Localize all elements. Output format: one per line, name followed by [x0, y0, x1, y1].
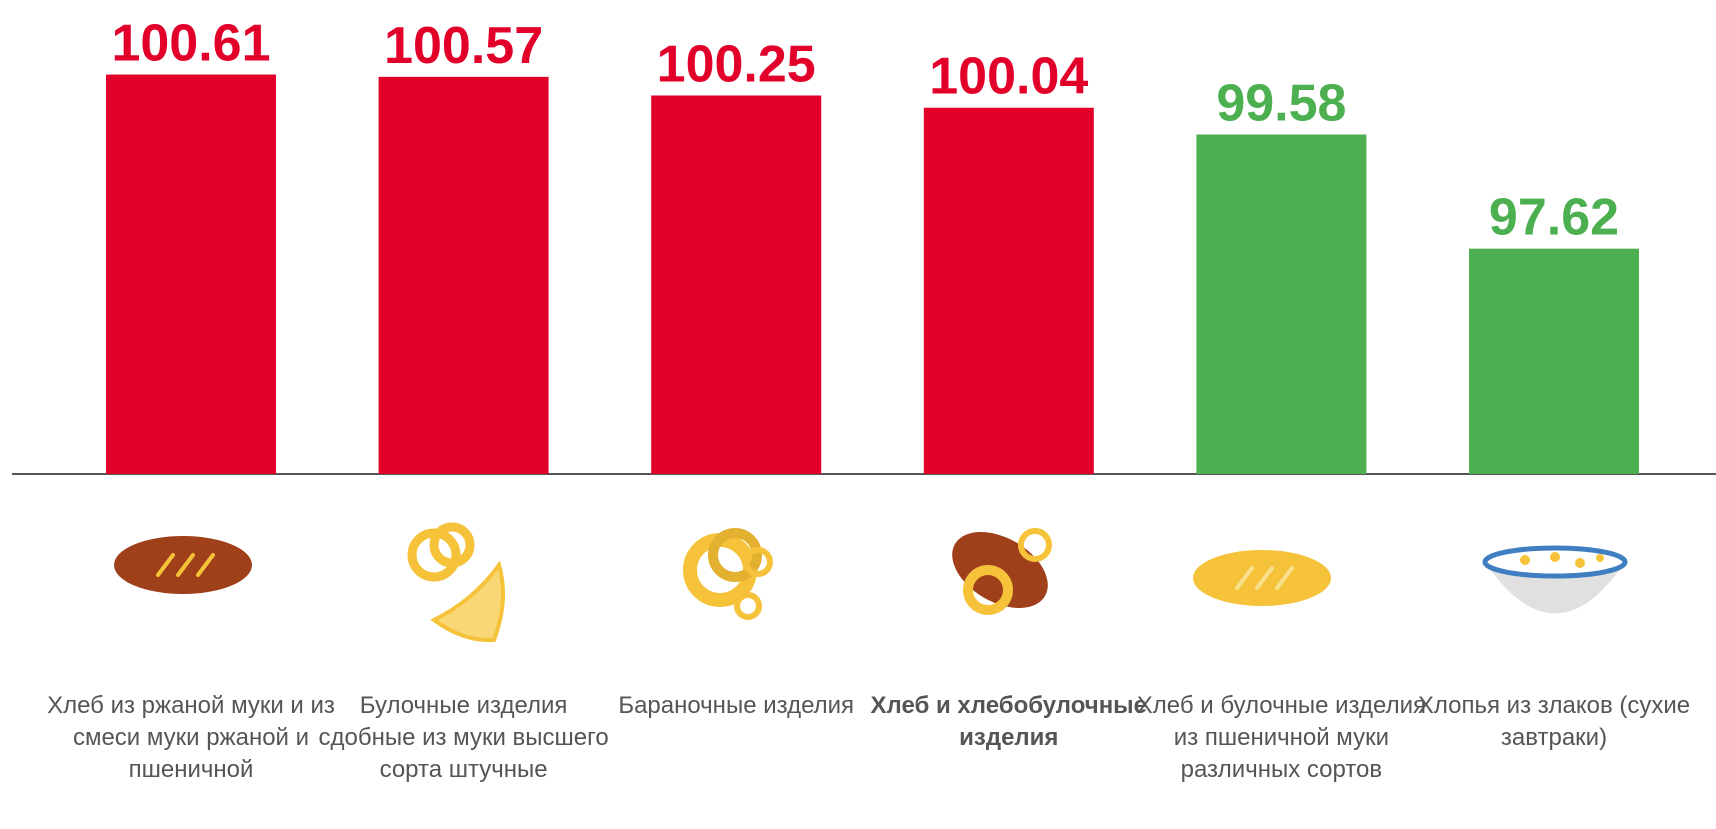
category-label: Хлопья из злаков (сухие завтраки) — [1417, 692, 1691, 751]
value-label: 100.25 — [657, 35, 816, 93]
bar — [651, 95, 822, 474]
icon-bread-mix — [952, 528, 1052, 615]
category-label: Хлеб и хлебобулочные изделия — [870, 692, 1148, 751]
value-label: 100.57 — [384, 17, 543, 75]
bar — [378, 76, 549, 474]
value-label: 99.58 — [1216, 75, 1346, 133]
category-label: Хлеб и булочные изделия из пшеничной мук… — [1136, 692, 1426, 783]
icon-wheat-bread — [1193, 550, 1331, 606]
icon-pretzel-croissant — [407, 522, 505, 643]
bar — [1196, 134, 1367, 474]
category-label: Хлеб из ржаной муки и из смеси муки ржан… — [47, 692, 335, 783]
icon-bagels — [683, 528, 773, 620]
bar — [923, 107, 1094, 475]
bar — [106, 74, 276, 474]
category-label: Бараночные изделия — [618, 692, 855, 719]
icon-rye-bread — [114, 536, 252, 594]
bar — [1469, 248, 1639, 474]
category-label: Булочные изделия сдобные из муки высшего… — [318, 692, 609, 783]
value-label: 100.61 — [111, 15, 270, 73]
value-label: 97.62 — [1489, 189, 1619, 247]
icon-cereal-bowl — [1482, 545, 1628, 614]
value-label: 100.04 — [929, 48, 1088, 106]
